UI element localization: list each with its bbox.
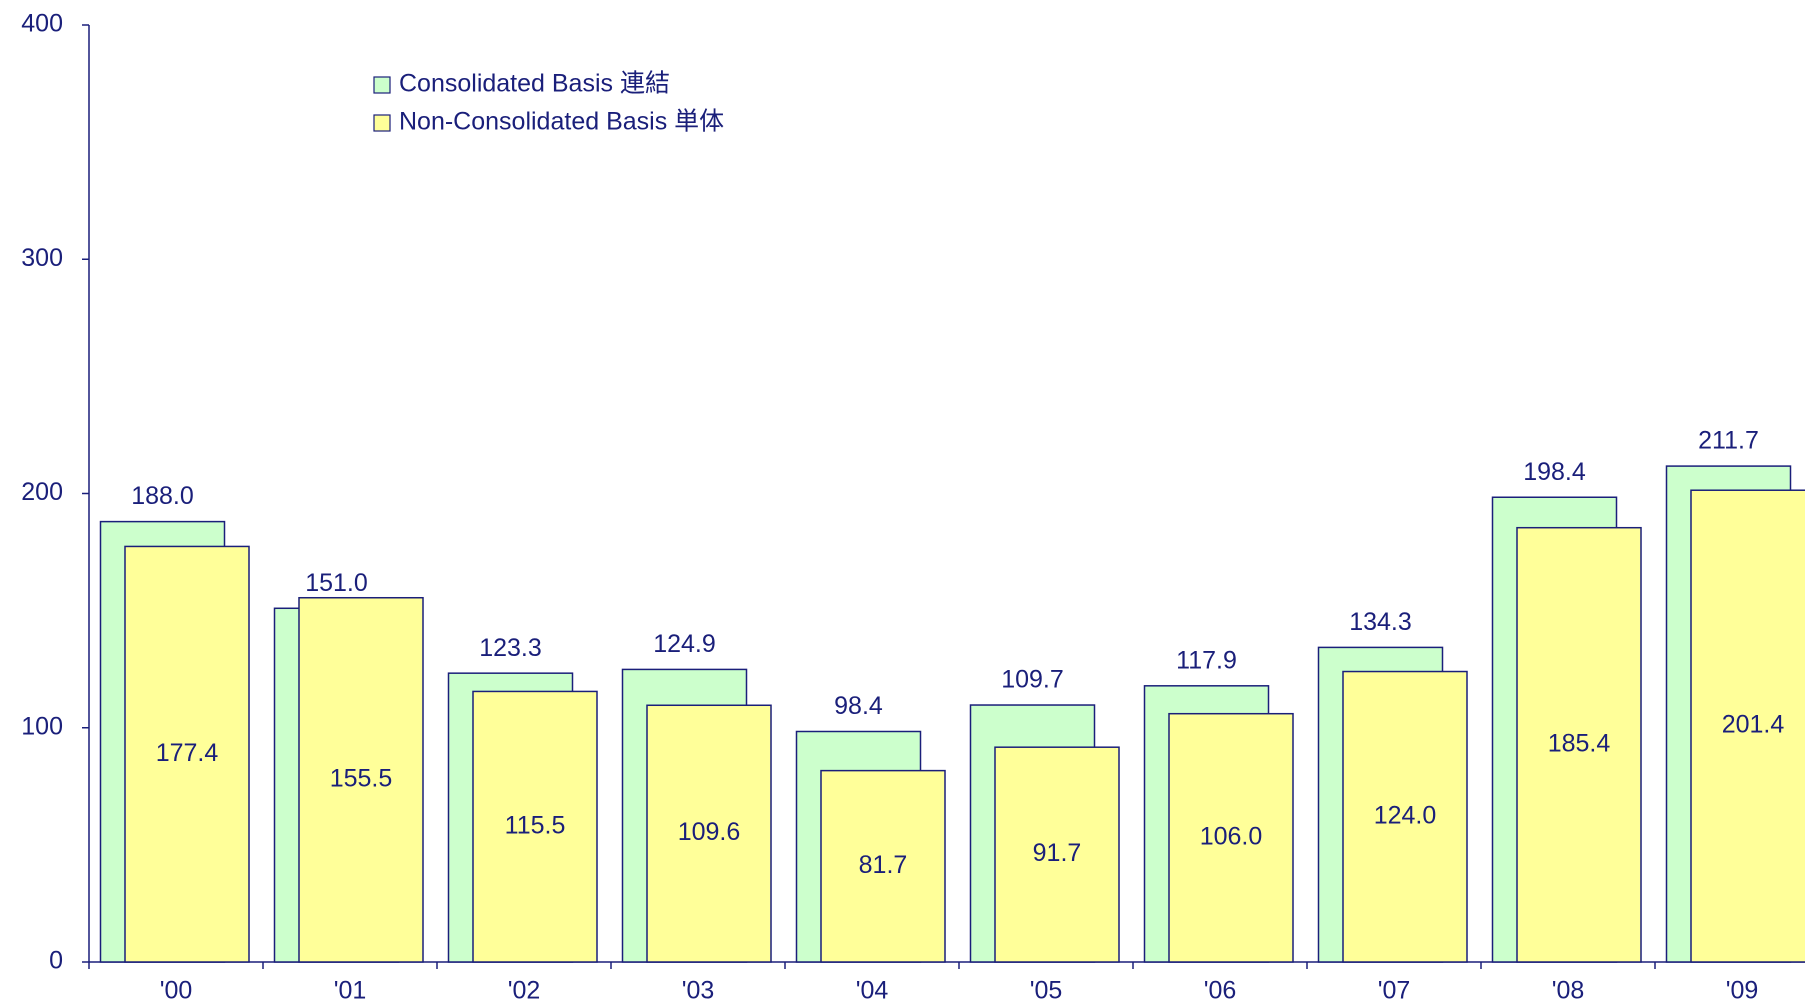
data-label: 124.9 [653, 630, 716, 658]
bar [820, 769, 946, 963]
legend-swatch [373, 76, 391, 94]
data-label: 134.3 [1349, 608, 1412, 636]
x-tick-label: '02 [508, 977, 541, 1003]
bar [1690, 489, 1805, 963]
data-label: 123.3 [479, 634, 542, 662]
data-label: 201.4 [1722, 711, 1785, 739]
legend-label: Non-Consolidated Basis 単体 [399, 108, 724, 136]
x-tick-label: '07 [1378, 977, 1411, 1003]
bar [1516, 526, 1642, 963]
bar [298, 596, 424, 963]
x-tick-label: '00 [160, 977, 193, 1003]
bar [1168, 712, 1294, 963]
y-tick-label: 300 [21, 244, 63, 272]
legend-label: Consolidated Basis 連結 [399, 70, 670, 98]
data-label: 151.0 [305, 569, 368, 597]
data-label: 188.0 [131, 482, 194, 510]
data-label: 98.4 [834, 692, 883, 720]
x-tick-label: '06 [1204, 977, 1237, 1003]
data-label: 211.7 [1698, 427, 1759, 455]
x-tick-label: '08 [1552, 977, 1585, 1003]
bar [472, 690, 598, 963]
data-label: 155.5 [330, 764, 393, 792]
data-label: 106.0 [1200, 822, 1263, 850]
data-label: 91.7 [1033, 839, 1082, 867]
x-tick-label: '05 [1030, 977, 1063, 1003]
x-tick-label: '04 [856, 977, 889, 1003]
bar [994, 746, 1120, 963]
x-tick-label: '09 [1726, 977, 1759, 1003]
x-tick-label: '03 [682, 977, 715, 1003]
legend-swatch [373, 114, 391, 132]
data-label: 109.7 [1001, 666, 1064, 694]
data-label: 177.4 [156, 739, 219, 767]
bar [646, 704, 772, 963]
data-label: 124.0 [1374, 801, 1437, 829]
bar [124, 545, 250, 963]
data-label: 117.9 [1176, 646, 1237, 674]
y-tick-label: 100 [21, 712, 63, 740]
y-tick-label: 0 [49, 947, 63, 975]
data-label: 81.7 [859, 851, 908, 879]
x-tick-label: '01 [334, 977, 367, 1003]
data-label: 198.4 [1523, 458, 1586, 486]
data-label: 185.4 [1548, 729, 1611, 757]
bar [1342, 670, 1468, 963]
y-tick-label: 400 [21, 10, 63, 38]
data-label: 109.6 [678, 818, 741, 846]
data-label: 115.5 [505, 811, 566, 839]
y-tick-label: 200 [21, 478, 63, 506]
